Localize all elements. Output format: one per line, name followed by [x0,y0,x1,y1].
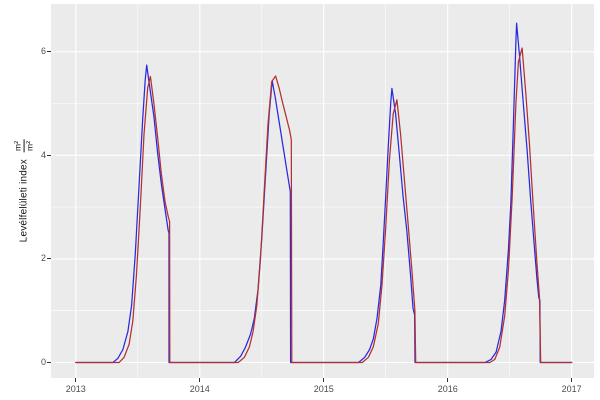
x-tick-label: 2013 [65,383,86,394]
y-tick-mark [47,154,51,156]
y-axis-unit-numerator: m² [12,139,25,152]
blue-series-line [75,22,573,364]
x-tick-label: 2017 [561,383,582,394]
y-tick-label: 0 [40,356,46,367]
y-tick-mark [47,361,51,363]
x-tick-mark [447,378,449,382]
y-tick-mark [47,258,51,260]
x-tick-mark [323,378,325,382]
x-tick-label: 2016 [437,383,458,394]
y-tick-label: 4 [40,149,46,160]
x-tick-mark [571,378,573,382]
y-tick-label: 6 [40,46,46,57]
y-axis-title-text: Levélfelületi index [18,159,30,243]
x-tick-label: 2014 [189,383,210,394]
red-series-line [75,47,573,364]
y-tick-label: 2 [40,253,46,264]
x-tick-mark [75,378,77,382]
x-tick-mark [199,378,201,382]
x-tick-label: 2015 [313,383,334,394]
y-tick-mark [47,51,51,53]
plot-area [51,4,594,378]
plot-panel [51,4,594,378]
